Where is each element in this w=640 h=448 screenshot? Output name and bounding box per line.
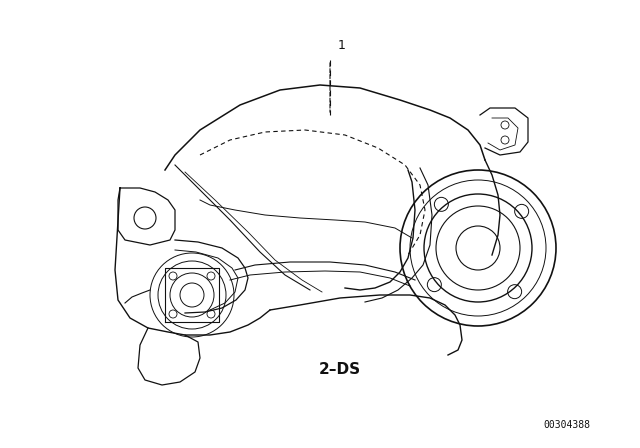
- Text: 1: 1: [338, 39, 346, 52]
- Text: 00304388: 00304388: [543, 420, 590, 430]
- Text: 2–DS: 2–DS: [319, 362, 361, 378]
